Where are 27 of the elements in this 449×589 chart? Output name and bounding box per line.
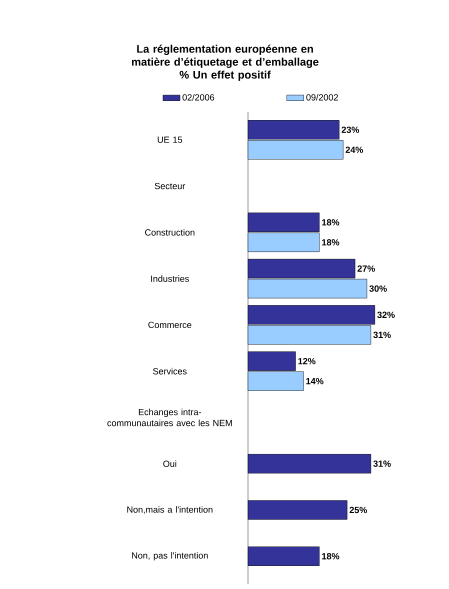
legend-label: 02/2006 xyxy=(182,94,214,101)
data-label: 25% xyxy=(350,506,368,514)
data-label: 23% xyxy=(342,126,360,133)
data-label: 14% xyxy=(306,378,324,384)
data-label: 31% xyxy=(373,332,391,338)
data-label: 18% xyxy=(322,239,340,246)
y-tick-label: Non,mais a l'intention xyxy=(127,506,212,514)
y-tick-label: Industries xyxy=(151,275,189,282)
chart-title: La réglementation européenne en matière d’étiquetage et d’emballage xyxy=(132,44,318,68)
legend-label: 09/2002 xyxy=(306,94,338,101)
y-tick-label: Secteur xyxy=(154,182,186,190)
data-label: 30% xyxy=(369,285,387,292)
y-tick-label: Services xyxy=(153,368,187,374)
y-tick-label: Oui xyxy=(163,460,176,467)
y-tick-label: Commerce xyxy=(148,322,192,328)
data-label: 18% xyxy=(322,553,340,560)
data-label: 18% xyxy=(322,219,340,226)
data-label: 31% xyxy=(373,460,391,467)
data-label: 24% xyxy=(346,146,364,153)
y-tick-label: Non, pas l'intention xyxy=(132,552,208,560)
chart-subtitle: % Un effet positif xyxy=(180,70,271,81)
y-tick-label: UE 15 xyxy=(158,136,182,143)
y-tick-label: Construction xyxy=(145,229,194,236)
data-label: 12% xyxy=(298,358,316,364)
data-label: 32% xyxy=(377,312,395,318)
data-label: 27% xyxy=(358,265,375,272)
y-tick-label: Echanges intra-communautaires avec les NEM xyxy=(107,408,232,426)
